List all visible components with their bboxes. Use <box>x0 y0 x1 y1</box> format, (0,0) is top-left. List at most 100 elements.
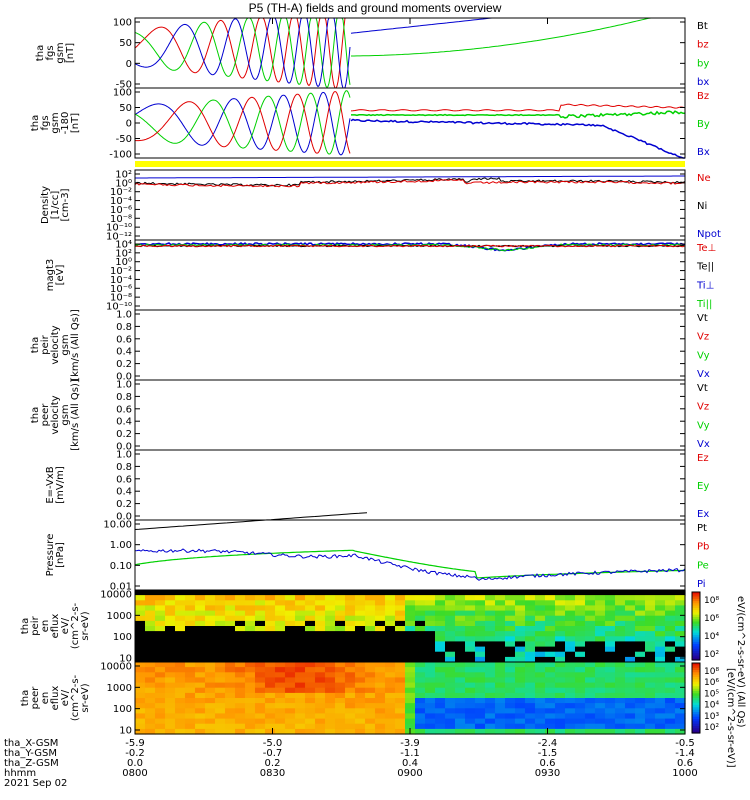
ylabel-fgs_deg: tha fgs gsm -180 [nT] <box>30 112 81 135</box>
xaxis-value: -1.5 <box>538 748 558 759</box>
ytick-label: 0.4 <box>116 487 132 498</box>
colorbar-frame <box>691 591 701 661</box>
ytick-label: 10⁻¹² <box>106 232 132 243</box>
ylabel-line: gsm <box>60 404 71 425</box>
ytick-label: 10 <box>119 726 132 737</box>
ylabel-line: tha <box>35 45 46 61</box>
ytick-label: -50 <box>116 134 132 145</box>
ylabel-line: fgs <box>40 115 51 130</box>
xaxis-row-label-2: tha_Z-GSM <box>4 758 59 769</box>
density-npot <box>135 175 685 179</box>
ylabel-efield: E=-VxB [mV/m] <box>45 466 66 504</box>
ylabel-line: [nT] <box>65 43 76 63</box>
ytick-label: 0 <box>126 119 132 130</box>
ylabel-line: peir <box>30 615 41 635</box>
ytick-label: 0.0 <box>116 442 132 453</box>
ytick-label: 0 <box>126 59 132 70</box>
ylabel-pressure: Pressure [nPa] <box>45 534 66 577</box>
ylabel-line: sr-eV) <box>80 611 91 640</box>
legend-peer_v-2: Vy <box>697 420 710 431</box>
legend-density-1: Ni <box>697 201 707 212</box>
legend-fgs-2: by <box>697 58 709 69</box>
density-ne <box>134 178 686 188</box>
ylabel-line: peer <box>30 686 41 710</box>
ytick-label: 10² <box>115 248 132 259</box>
xaxis-value: -2.4 <box>538 738 558 749</box>
ytick-label: 0.2 <box>116 359 132 370</box>
fgs-trace-1 <box>134 17 351 89</box>
ylabel-line: en <box>40 692 51 705</box>
ylabel-line: eflux <box>50 614 61 639</box>
ylabel-line: [km/s (All Qs)] <box>70 379 81 451</box>
ytick-label: 10⁻² <box>110 187 132 198</box>
xaxis-value: -0.2 <box>125 748 145 759</box>
ytick-label: 10⁻⁴ <box>110 196 132 207</box>
ytick-label: 10⁻⁶ <box>110 284 132 295</box>
xaxis-value: -5.0 <box>263 738 283 749</box>
ytick-label: 1.0 <box>116 380 132 391</box>
colorbar-tick: 10³ <box>704 712 719 722</box>
colorbar-label-0: eV/(cm^2-s-sr-eV) (All Qs) <box>735 596 746 728</box>
xaxis-value: -1.1 <box>400 748 420 759</box>
ylabel-line: magt3 <box>45 259 56 292</box>
colorbar-tick: 10² <box>704 650 719 660</box>
ylabel-density: Density [1/cc] [cm-3] <box>40 186 71 224</box>
legend-pressure-2: Pe <box>697 560 709 571</box>
ytick-label: 0.6 <box>116 404 132 415</box>
ytick-label: 10⁻¹⁰ <box>106 302 132 313</box>
ytick-label: 10⁻⁶ <box>110 205 132 216</box>
xaxis-value: -1.4 <box>675 748 695 759</box>
fgs180-bz-late <box>350 103 686 112</box>
fgs-bx-late <box>350 17 684 34</box>
ytick-label: 1.0 <box>116 450 132 461</box>
ytick-label: 0.8 <box>116 392 132 403</box>
legend-fgs-0: Bt <box>697 21 708 32</box>
legend-peir_v-1: Vz <box>697 332 709 343</box>
colorbar-tick: 10⁸ <box>704 596 719 606</box>
fgs180-trace-2 <box>134 90 351 154</box>
colorbar-1 <box>692 663 700 734</box>
ylabel-line: Pressure <box>45 534 56 577</box>
ytick-label: 0.10 <box>110 561 132 572</box>
pressure-pi <box>134 548 686 581</box>
pressure-pt <box>134 512 368 530</box>
ytick-label: 10000 <box>100 662 132 673</box>
ylabel-line: (cm^2-s- <box>70 674 81 721</box>
xaxis-value: 0.2 <box>265 758 281 769</box>
legend-efield-0: Ez <box>697 453 709 464</box>
legend-peer_v-0: Vt <box>697 383 708 394</box>
ytick-label: 0.2 <box>116 499 132 510</box>
colorbar-frame <box>691 662 701 734</box>
ytick-label: 0.01 <box>110 582 132 593</box>
legend-temp-1: Te|| <box>696 262 714 273</box>
ylabel-line: fgs <box>45 45 56 60</box>
ylabel-line: [km/s (All Qs)] <box>70 309 81 381</box>
ylabel-line: eV/ <box>60 617 71 634</box>
xaxis-value: 0.0 <box>127 758 143 769</box>
xaxis-value: 0800 <box>122 768 147 779</box>
fgs-by-late <box>351 17 684 57</box>
colorbar-tick: 10⁶ <box>704 614 719 624</box>
xaxis-value: 0930 <box>535 768 560 779</box>
ylabel-line: peer <box>40 403 51 427</box>
ylabel-line: [1/cc] <box>50 191 61 220</box>
xaxis-value: -3.9 <box>400 738 420 749</box>
legend-pressure-1: Pb <box>697 542 709 553</box>
ytick-label: 0.6 <box>116 334 132 345</box>
ytick-label: 0.8 <box>116 462 132 473</box>
ylabel-temp: magt3 [eV] <box>45 259 66 292</box>
peir-spectrogram <box>135 590 686 663</box>
colorbar-tick: 10⁴ <box>704 701 719 711</box>
legend-efield-2: Ex <box>697 509 709 520</box>
ylabel-line: E=-VxB <box>45 466 56 503</box>
ylabel-line: Density <box>40 186 51 224</box>
xaxis-value: 0.4 <box>402 758 418 769</box>
peer-spectrogram <box>135 662 686 735</box>
legend-pressure-0: Pt <box>697 523 707 534</box>
ytick-label: 100 <box>113 704 132 715</box>
legend-fgs_deg-2: Bx <box>697 147 710 158</box>
ytick-label: 10⁰ <box>115 257 132 268</box>
xaxis-row-label-0: tha_X-GSM <box>4 738 58 749</box>
ylabel-line: velocity <box>50 395 61 434</box>
